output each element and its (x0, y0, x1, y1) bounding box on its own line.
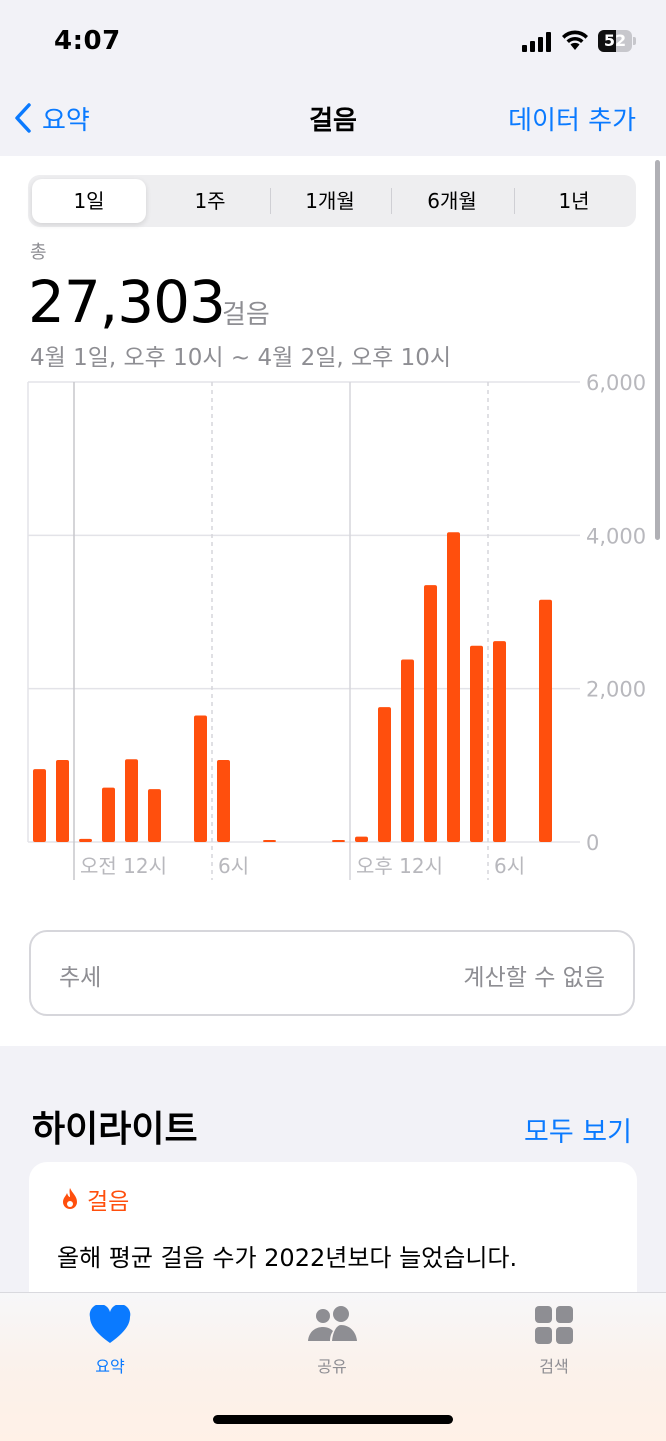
highlights-heading: 하이라이트 (32, 1109, 198, 1150)
tab-summary-label: 요약 (95, 1357, 125, 1376)
status-bar: 4:07 52 (0, 0, 666, 80)
people-icon (308, 1306, 357, 1341)
back-label: 요약 (42, 105, 90, 136)
battery-level: 52 (603, 31, 627, 50)
x-tick-label: 6시 (494, 854, 525, 878)
bar (56, 759, 69, 842)
y-tick-label: 6,000 (586, 371, 646, 395)
highlight-category: 걸음 (61, 1182, 129, 1216)
cellular-signal-icon (522, 32, 552, 52)
grid-icon (535, 1306, 573, 1344)
segment-year[interactable]: 1년 (558, 189, 590, 213)
total-steps-value: 27,303 (28, 268, 226, 336)
y-tick-label: 0 (586, 831, 599, 855)
status-time: 4:07 (54, 26, 121, 56)
bar (401, 659, 414, 842)
steps-bar-chart[interactable]: 6,000 4,000 2,000 0 오전 12시 6시 오후 12시 6시 (0, 370, 666, 890)
segment-divider (514, 188, 515, 214)
bar (79, 838, 92, 842)
segment-day[interactable]: 1일 (32, 179, 146, 223)
segment-week[interactable]: 1주 (194, 189, 226, 213)
bar (447, 532, 460, 842)
highlight-category-label: 걸음 (87, 1189, 130, 1215)
battery-icon: 52 (598, 30, 636, 52)
tab-summary[interactable]: 요약 (50, 1304, 170, 1377)
tab-sharing-label: 공유 (317, 1357, 347, 1376)
tab-sharing[interactable]: 공유 (272, 1305, 392, 1377)
trend-row[interactable]: 추세 계산할 수 없음 (29, 930, 635, 1016)
bar (539, 599, 552, 842)
trend-label: 추세 (59, 965, 102, 991)
x-tick-label: 오후 12시 (356, 854, 443, 878)
date-range: 4월 1일, 오후 10시 ~ 4월 2일, 오후 10시 (30, 345, 452, 371)
bar (102, 787, 115, 842)
wifi-icon (562, 30, 588, 50)
x-tick-label: 오전 12시 (80, 854, 167, 878)
total-steps-unit: 걸음 (222, 300, 270, 330)
bar (493, 641, 506, 842)
flame-icon (63, 1188, 77, 1209)
bar (194, 715, 207, 842)
segment-divider (391, 188, 392, 214)
bar (263, 840, 276, 842)
y-tick-label: 2,000 (586, 678, 646, 702)
home-indicator (213, 1415, 453, 1424)
see-all-link[interactable]: 모두 보기 (524, 1117, 632, 1148)
x-tick-label: 6시 (218, 854, 249, 878)
segment-6months[interactable]: 6개월 (427, 189, 477, 213)
bar (378, 707, 391, 842)
y-tick-label: 4,000 (586, 524, 646, 548)
trend-value: 계산할 수 없음 (463, 965, 605, 991)
time-range-segmented-control: 1일 1주 1개월 6개월 1년 (28, 175, 636, 227)
chevron-left-icon (15, 103, 31, 133)
page-title: 걸음 (309, 106, 357, 136)
bar (125, 759, 138, 842)
bar (148, 789, 161, 842)
bar (424, 585, 437, 842)
segment-divider (270, 188, 271, 214)
bar (33, 769, 46, 842)
back-button[interactable]: 요약 (14, 96, 90, 140)
steps-panel (0, 156, 666, 1046)
tab-browse[interactable]: 검색 (494, 1305, 614, 1377)
bar (355, 836, 368, 842)
heart-icon (89, 1304, 131, 1343)
tab-browse-label: 검색 (539, 1357, 569, 1376)
segment-month[interactable]: 1개월 (305, 189, 355, 213)
add-data-button[interactable]: 데이터 추가 (508, 106, 636, 136)
scroll-indicator[interactable] (655, 160, 660, 540)
bar (470, 645, 483, 842)
bar (332, 840, 345, 842)
bar (217, 759, 230, 842)
highlight-text: 올해 평균 걸음 수가 2022년보다 늘었습니다. (57, 1244, 518, 1272)
navigation-bar: 요약 걸음 데이터 추가 (0, 86, 666, 150)
total-label: 총 (30, 242, 47, 263)
